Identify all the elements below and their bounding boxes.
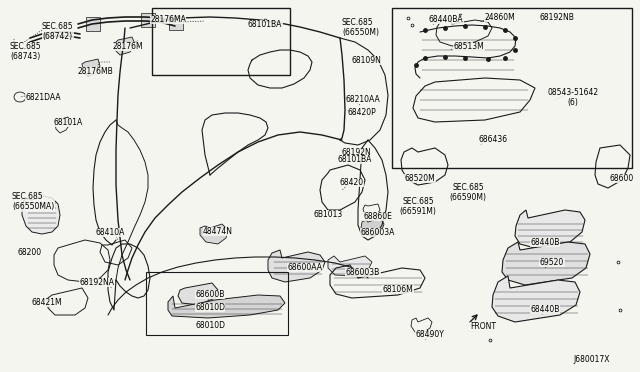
Text: 68010D: 68010D [195, 303, 225, 312]
Text: 686003A: 686003A [361, 228, 395, 237]
Text: 68192N: 68192N [341, 148, 371, 157]
Bar [146, 272, 288, 335]
Text: 28176M: 28176M [113, 42, 143, 51]
Text: 68210AA: 68210AA [346, 95, 381, 104]
Text: 68106M: 68106M [383, 285, 413, 294]
Polygon shape [492, 276, 580, 322]
Text: SEC.685
(66550MA): SEC.685 (66550MA) [12, 192, 54, 211]
Polygon shape [82, 59, 100, 76]
Text: 68010D: 68010D [195, 321, 225, 330]
Text: SEC.685
(66591M): SEC.685 (66591M) [399, 197, 436, 217]
Text: SEC.685
(68742): SEC.685 (68742) [42, 22, 74, 41]
Text: 08543-51642
(6): 08543-51642 (6) [547, 88, 598, 108]
Polygon shape [515, 210, 585, 248]
Text: 68101BA: 68101BA [338, 155, 372, 164]
Text: 68440B: 68440B [531, 238, 560, 247]
Text: 6821DAA: 6821DAA [25, 93, 61, 102]
Text: 68101A: 68101A [53, 118, 83, 127]
Text: SEC.685
(68743): SEC.685 (68743) [10, 42, 42, 61]
Text: 68600B: 68600B [195, 290, 225, 299]
Text: SEC.685
(66590M): SEC.685 (66590M) [449, 183, 486, 202]
Polygon shape [169, 16, 183, 30]
Text: 68440B: 68440B [531, 305, 560, 314]
Text: 68440BA: 68440BA [429, 15, 463, 24]
Polygon shape [361, 218, 384, 236]
Text: 68192NB: 68192NB [540, 13, 575, 22]
Text: 48474N: 48474N [203, 227, 233, 236]
Text: 24860M: 24860M [484, 13, 515, 22]
Polygon shape [178, 283, 218, 305]
Polygon shape [168, 295, 285, 318]
Text: 68420P: 68420P [347, 108, 376, 117]
Polygon shape [141, 13, 155, 27]
Text: SEC.685
(66550M): SEC.685 (66550M) [342, 18, 379, 38]
Text: FRONT: FRONT [470, 322, 496, 331]
Text: 68109N: 68109N [352, 56, 382, 65]
Text: J680017X: J680017X [573, 355, 610, 364]
Text: 68420: 68420 [340, 178, 364, 187]
Text: 68490Y: 68490Y [415, 330, 444, 339]
Polygon shape [115, 37, 135, 55]
Text: 68101BA: 68101BA [248, 20, 282, 29]
Text: 68410A: 68410A [95, 228, 125, 237]
Text: 28176MB: 28176MB [77, 67, 113, 76]
Text: 69520: 69520 [540, 258, 564, 267]
Polygon shape [86, 17, 100, 31]
Text: 686436: 686436 [479, 135, 508, 144]
Polygon shape [268, 250, 325, 282]
Polygon shape [200, 224, 228, 244]
Text: 68192NA: 68192NA [79, 278, 115, 287]
Polygon shape [502, 242, 590, 285]
Text: 68513M: 68513M [454, 42, 484, 51]
Bar [392, 8, 632, 168]
Polygon shape [22, 196, 60, 234]
Text: 68860E: 68860E [364, 212, 392, 221]
Text: 686003B: 686003B [346, 268, 380, 277]
Bar [152, 8, 290, 75]
Polygon shape [328, 256, 372, 276]
Text: 68200: 68200 [18, 248, 42, 257]
Text: 28176MA: 28176MA [150, 15, 186, 24]
Text: 68520M: 68520M [404, 174, 435, 183]
Text: 68600: 68600 [610, 174, 634, 183]
Text: 68421M: 68421M [32, 298, 63, 307]
Text: 68600AA: 68600AA [287, 263, 323, 272]
Text: 6B1013: 6B1013 [314, 210, 342, 219]
